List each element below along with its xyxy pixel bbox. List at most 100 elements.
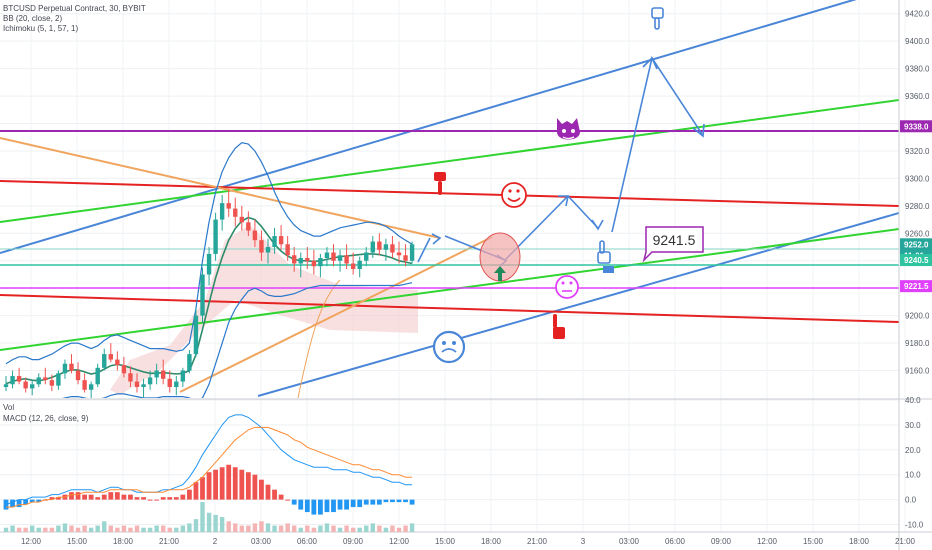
red-upper-line	[0, 180, 899, 207]
candle-body	[403, 255, 408, 261]
candle	[62, 359, 68, 379]
candle	[370, 236, 375, 259]
candle	[390, 236, 395, 259]
pointing-down-hand-icon	[434, 172, 446, 195]
candle	[121, 356, 127, 378]
symbol-line: BTCUSD Perpetual Contract, 30, BYBIT	[3, 4, 146, 13]
price-tick-label: 9300.0	[905, 174, 930, 183]
candle	[252, 219, 258, 248]
candle-body	[344, 255, 349, 264]
volume-bar	[292, 525, 297, 532]
candle-body	[226, 203, 231, 209]
price-tick-label: 9380.0	[905, 65, 930, 74]
candle	[377, 233, 382, 256]
candle-body	[377, 241, 382, 250]
price-axis[interactable]: 9160.09180.09200.09220.09240.09260.09280…	[905, 10, 930, 376]
candle-body	[364, 252, 369, 261]
volume-bar	[331, 525, 336, 532]
time-tick-label: 15:00	[67, 537, 88, 546]
macd-histogram-bar	[350, 499, 356, 508]
macd-legend[interactable]: MACD (12, 26, close, 9)	[3, 414, 88, 424]
macd-histogram-bar	[363, 499, 369, 505]
candle-body	[161, 370, 166, 379]
time-tick-label: 06:00	[297, 537, 318, 546]
price-tick-label: 9320.0	[905, 147, 930, 156]
green-upper-line	[0, 99, 899, 223]
candle	[95, 363, 100, 388]
volume-bar	[265, 523, 271, 532]
time-axis[interactable]: 12:00 15:00 18:00 21:00 2 03:00 06:00 09:00 12:0…	[21, 537, 916, 546]
indicator-ichimoku[interactable]: Ichimoku (5, 1, 57, 1)	[3, 24, 78, 34]
volume-bar	[154, 525, 159, 532]
candle-body	[88, 384, 94, 390]
candle	[75, 362, 81, 385]
macd-histogram-bar	[245, 472, 251, 500]
buy-arrow-marker	[494, 266, 506, 281]
macd-histogram-bar	[285, 499, 291, 501]
macd-histogram-bar	[160, 497, 166, 500]
time-tick-label: 3	[581, 537, 586, 546]
time-tick-label: 12:00	[21, 537, 42, 546]
volume-bar	[344, 525, 349, 532]
symbol-title[interactable]: BTCUSD Perpetual Contract, 30, BYBIT	[3, 4, 146, 14]
macd-histogram-bar	[213, 469, 218, 500]
candle-body	[278, 236, 284, 245]
candle	[364, 247, 369, 267]
candle-body	[206, 253, 212, 275]
candle	[187, 349, 192, 374]
candle-body	[180, 370, 186, 382]
macd-label: MACD (12, 26, close, 9)	[3, 414, 89, 423]
macd-histogram-bar	[69, 492, 74, 500]
volume-bar	[246, 525, 251, 532]
volume-bar	[10, 525, 15, 532]
price-tag: 9252.0	[900, 238, 932, 251]
ichimoku-label: Ichimoku (5, 1, 57, 1)	[3, 24, 79, 33]
volume-bar	[226, 521, 231, 532]
candle	[233, 197, 238, 227]
macd-histogram-bar	[331, 499, 336, 513]
volume-legend[interactable]: Vol	[3, 403, 14, 413]
indicator-bb[interactable]: BB (20, close, 2)	[3, 14, 62, 24]
candle-body	[331, 252, 336, 261]
signal-line	[6, 426, 413, 508]
time-tick-label: 18:00	[481, 537, 502, 546]
candle	[193, 308, 199, 357]
volume-bar	[337, 527, 343, 532]
macd-axis[interactable]: -10.0 0.0 10.0 20.0 30.0 40.0	[905, 396, 924, 530]
volume-bar	[147, 527, 153, 532]
volume-bar	[219, 517, 225, 532]
candle-body	[311, 260, 317, 267]
time-tick-label: 18:00	[113, 537, 134, 546]
time-tick-label: 09:00	[343, 537, 364, 546]
macd-histogram-bar	[357, 499, 363, 508]
macd-tick-label: 10.0	[905, 471, 921, 480]
candle	[49, 374, 55, 392]
candle-body	[396, 252, 402, 256]
candle	[219, 194, 225, 231]
candle	[396, 241, 402, 264]
macd-tick-label: 30.0	[905, 421, 921, 430]
candle-body	[141, 384, 146, 388]
volume-bar	[30, 525, 35, 532]
candle	[350, 252, 356, 275]
macd-histogram-bar	[344, 499, 349, 510]
arrowhead-3	[558, 195, 569, 207]
candle-body	[337, 255, 343, 261]
candle	[318, 253, 323, 278]
callout-label: 9241.5	[653, 232, 696, 248]
candle	[200, 267, 205, 323]
macd-histogram-bar	[226, 464, 232, 500]
time-tick-label: 18:00	[849, 537, 870, 546]
candle	[285, 236, 290, 261]
neutral-face-icon	[555, 275, 579, 299]
macd-histogram-bar	[75, 492, 81, 500]
price-tick-label: 9400.0	[905, 37, 930, 46]
volume-bar	[357, 527, 362, 532]
candle	[239, 205, 244, 231]
candle-body	[174, 381, 179, 388]
candle	[180, 367, 186, 388]
volume-bar	[82, 525, 87, 532]
volume-bar	[233, 523, 238, 532]
bb-upper-line	[5, 142, 413, 365]
